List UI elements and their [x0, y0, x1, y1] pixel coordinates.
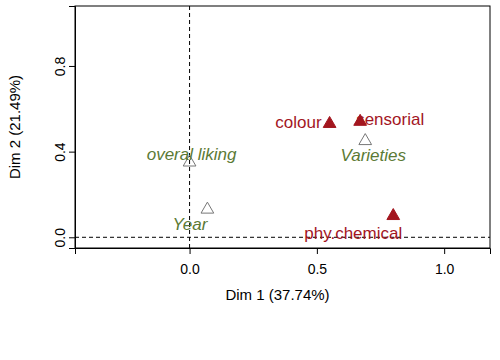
y-axis-title: Dim 2 (21.49%)	[6, 75, 23, 179]
tick-mark	[69, 237, 75, 238]
plot-frame	[75, 6, 490, 248]
tick-label: 0.5	[308, 261, 328, 277]
tick-mark	[444, 248, 445, 254]
point-labels: colour sensorial phy.chemical overal liking…	[147, 110, 425, 243]
tick-label: 0.4	[52, 142, 68, 162]
tick: 0.8	[52, 57, 75, 77]
tick-label: 1.0	[435, 261, 455, 277]
x-axis: 0.0 0.5 1.0	[76, 248, 491, 277]
point-label: colour	[275, 113, 322, 132]
tick-mark	[317, 248, 318, 254]
point-label: sensorial	[356, 110, 424, 129]
chart: 0.0 0.5 1.0 0.0 0.4 0.8 Dim 1 (37.74%) Dim 2 (2…	[0, 0, 500, 360]
tick: 0.0	[180, 248, 200, 277]
point	[323, 116, 336, 127]
plot: 0.0 0.5 1.0 0.0 0.4 0.8	[52, 6, 491, 277]
point	[201, 202, 214, 213]
point	[359, 134, 372, 145]
point-label: overal liking	[147, 145, 237, 164]
tick-label: 0.0	[180, 261, 200, 277]
tick: 1.0	[435, 248, 455, 277]
tick: 0.4	[52, 142, 75, 162]
x-axis-title: Dim 1 (37.74%)	[225, 286, 329, 303]
reference-line	[189, 6, 190, 248]
axis-line	[76, 249, 491, 255]
tick-label: 0.0	[52, 228, 68, 248]
tick: 0.5	[308, 248, 328, 277]
point	[387, 209, 400, 220]
axis-line	[69, 7, 76, 249]
point-label: Varieties	[340, 146, 406, 165]
tick: 0.0	[52, 228, 75, 248]
tick-mark	[69, 66, 75, 67]
tick-mark	[69, 152, 75, 153]
point-label: Year	[172, 215, 208, 234]
tick-mark	[190, 248, 191, 254]
tick-label: 0.8	[52, 57, 68, 77]
marks	[75, 6, 490, 248]
y-axis: 0.0 0.4 0.8	[52, 7, 76, 249]
point-label: phy.chemical	[304, 224, 402, 243]
reference-line	[75, 237, 490, 238]
